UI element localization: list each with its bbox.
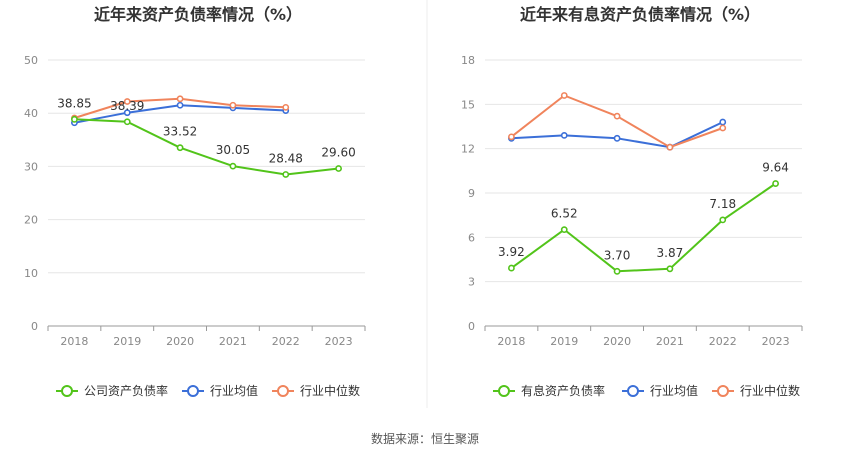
series-line-1 xyxy=(510,182,777,273)
data-point xyxy=(613,112,621,120)
legend-label: 行业中位数 xyxy=(740,383,800,398)
x-tick-label: 2022 xyxy=(709,335,737,348)
legend-swatch-marker xyxy=(498,385,510,397)
data-point xyxy=(229,162,237,170)
x-tick-label: 2019 xyxy=(550,335,578,348)
data-point xyxy=(613,134,621,142)
y-tick-label: 9 xyxy=(468,187,475,200)
data-point xyxy=(719,118,727,126)
y-tick-label: 10 xyxy=(24,267,38,280)
y-tick-label: 40 xyxy=(24,107,38,120)
data-point xyxy=(176,144,184,152)
data-point xyxy=(560,92,568,99)
x-tick-label: 2020 xyxy=(603,335,631,348)
data-point xyxy=(560,131,568,139)
data-point xyxy=(508,264,515,272)
data-point xyxy=(176,95,184,103)
data-point xyxy=(772,180,779,187)
x-tick-label: 2018 xyxy=(497,335,525,348)
x-tick-label: 2018 xyxy=(60,335,88,348)
data-point xyxy=(229,101,237,109)
legend-swatch-marker xyxy=(187,385,199,397)
legend-swatch-marker xyxy=(61,385,73,397)
data-label: 28.48 xyxy=(269,151,303,165)
y-tick-label: 30 xyxy=(24,160,38,173)
data-point xyxy=(613,267,621,275)
data-label: 3.70 xyxy=(604,248,631,262)
source-note: 数据来源：恒生聚源 xyxy=(371,431,479,446)
data-point xyxy=(719,124,727,132)
legend-label: 行业中位数 xyxy=(300,383,360,398)
data-point xyxy=(71,115,78,123)
legend-label: 行业均值 xyxy=(650,383,698,398)
legend-swatch-marker xyxy=(277,385,289,397)
data-point xyxy=(666,265,674,273)
x-tick-label: 2021 xyxy=(656,335,684,348)
y-tick-label: 50 xyxy=(24,54,38,67)
y-tick-label: 15 xyxy=(461,98,475,111)
y-tick-label: 18 xyxy=(461,54,475,67)
x-tick-label: 2022 xyxy=(272,335,300,348)
data-point xyxy=(335,165,342,172)
legend-label: 公司资产负债率 xyxy=(84,383,168,398)
x-tick-label: 2023 xyxy=(325,335,353,348)
data-label: 38.39 xyxy=(110,99,144,113)
y-tick-label: 6 xyxy=(468,231,475,244)
x-tick-label: 2020 xyxy=(166,335,194,348)
data-point xyxy=(123,118,131,126)
data-point xyxy=(176,101,184,109)
data-label: 38.85 xyxy=(57,96,91,110)
legend-swatch-marker xyxy=(717,385,729,397)
x-tick-label: 2021 xyxy=(219,335,247,348)
data-label: 30.05 xyxy=(216,143,250,157)
x-tick-label: 2023 xyxy=(762,335,790,348)
data-label: 33.52 xyxy=(163,125,197,139)
series-line-2 xyxy=(511,121,724,149)
data-label: 3.92 xyxy=(498,245,525,259)
data-label: 3.87 xyxy=(657,246,684,260)
data-point xyxy=(666,143,674,151)
data-label: 29.60 xyxy=(321,146,355,160)
data-label: 6.52 xyxy=(551,207,578,221)
y-tick-label: 0 xyxy=(468,320,475,333)
x-tick-label: 2019 xyxy=(113,335,141,348)
data-point xyxy=(719,216,727,224)
legend-swatch-marker xyxy=(627,385,639,397)
data-label: 7.18 xyxy=(709,197,736,211)
legend-label: 行业均值 xyxy=(210,383,258,398)
legend-label: 有息资产负债率 xyxy=(521,383,605,398)
data-point xyxy=(282,103,290,111)
y-tick-label: 3 xyxy=(468,276,475,289)
data-point xyxy=(123,109,131,117)
series-line-1 xyxy=(74,118,339,176)
data-point xyxy=(560,226,568,234)
y-tick-label: 12 xyxy=(461,143,475,156)
data-point xyxy=(508,133,515,141)
chart-panel-2: 近年来有息资产负债率情况（%） 0 3 6 9 12 15 18 2018 2019 2020 202… xyxy=(461,5,803,398)
chart-title: 近年来有息资产负债率情况（%） xyxy=(520,5,760,24)
data-point xyxy=(282,171,290,178)
y-tick-label: 20 xyxy=(24,214,38,227)
y-tick-label: 0 xyxy=(31,320,38,333)
data-point xyxy=(123,98,131,105)
data-label: 9.64 xyxy=(762,161,789,175)
chart-panel-1: 近年来资产负债率情况（%） 0 10 20 30 40 50 2018 2019 2020 2021… xyxy=(24,5,366,398)
chart-title: 近年来资产负债率情况（%） xyxy=(94,5,302,24)
